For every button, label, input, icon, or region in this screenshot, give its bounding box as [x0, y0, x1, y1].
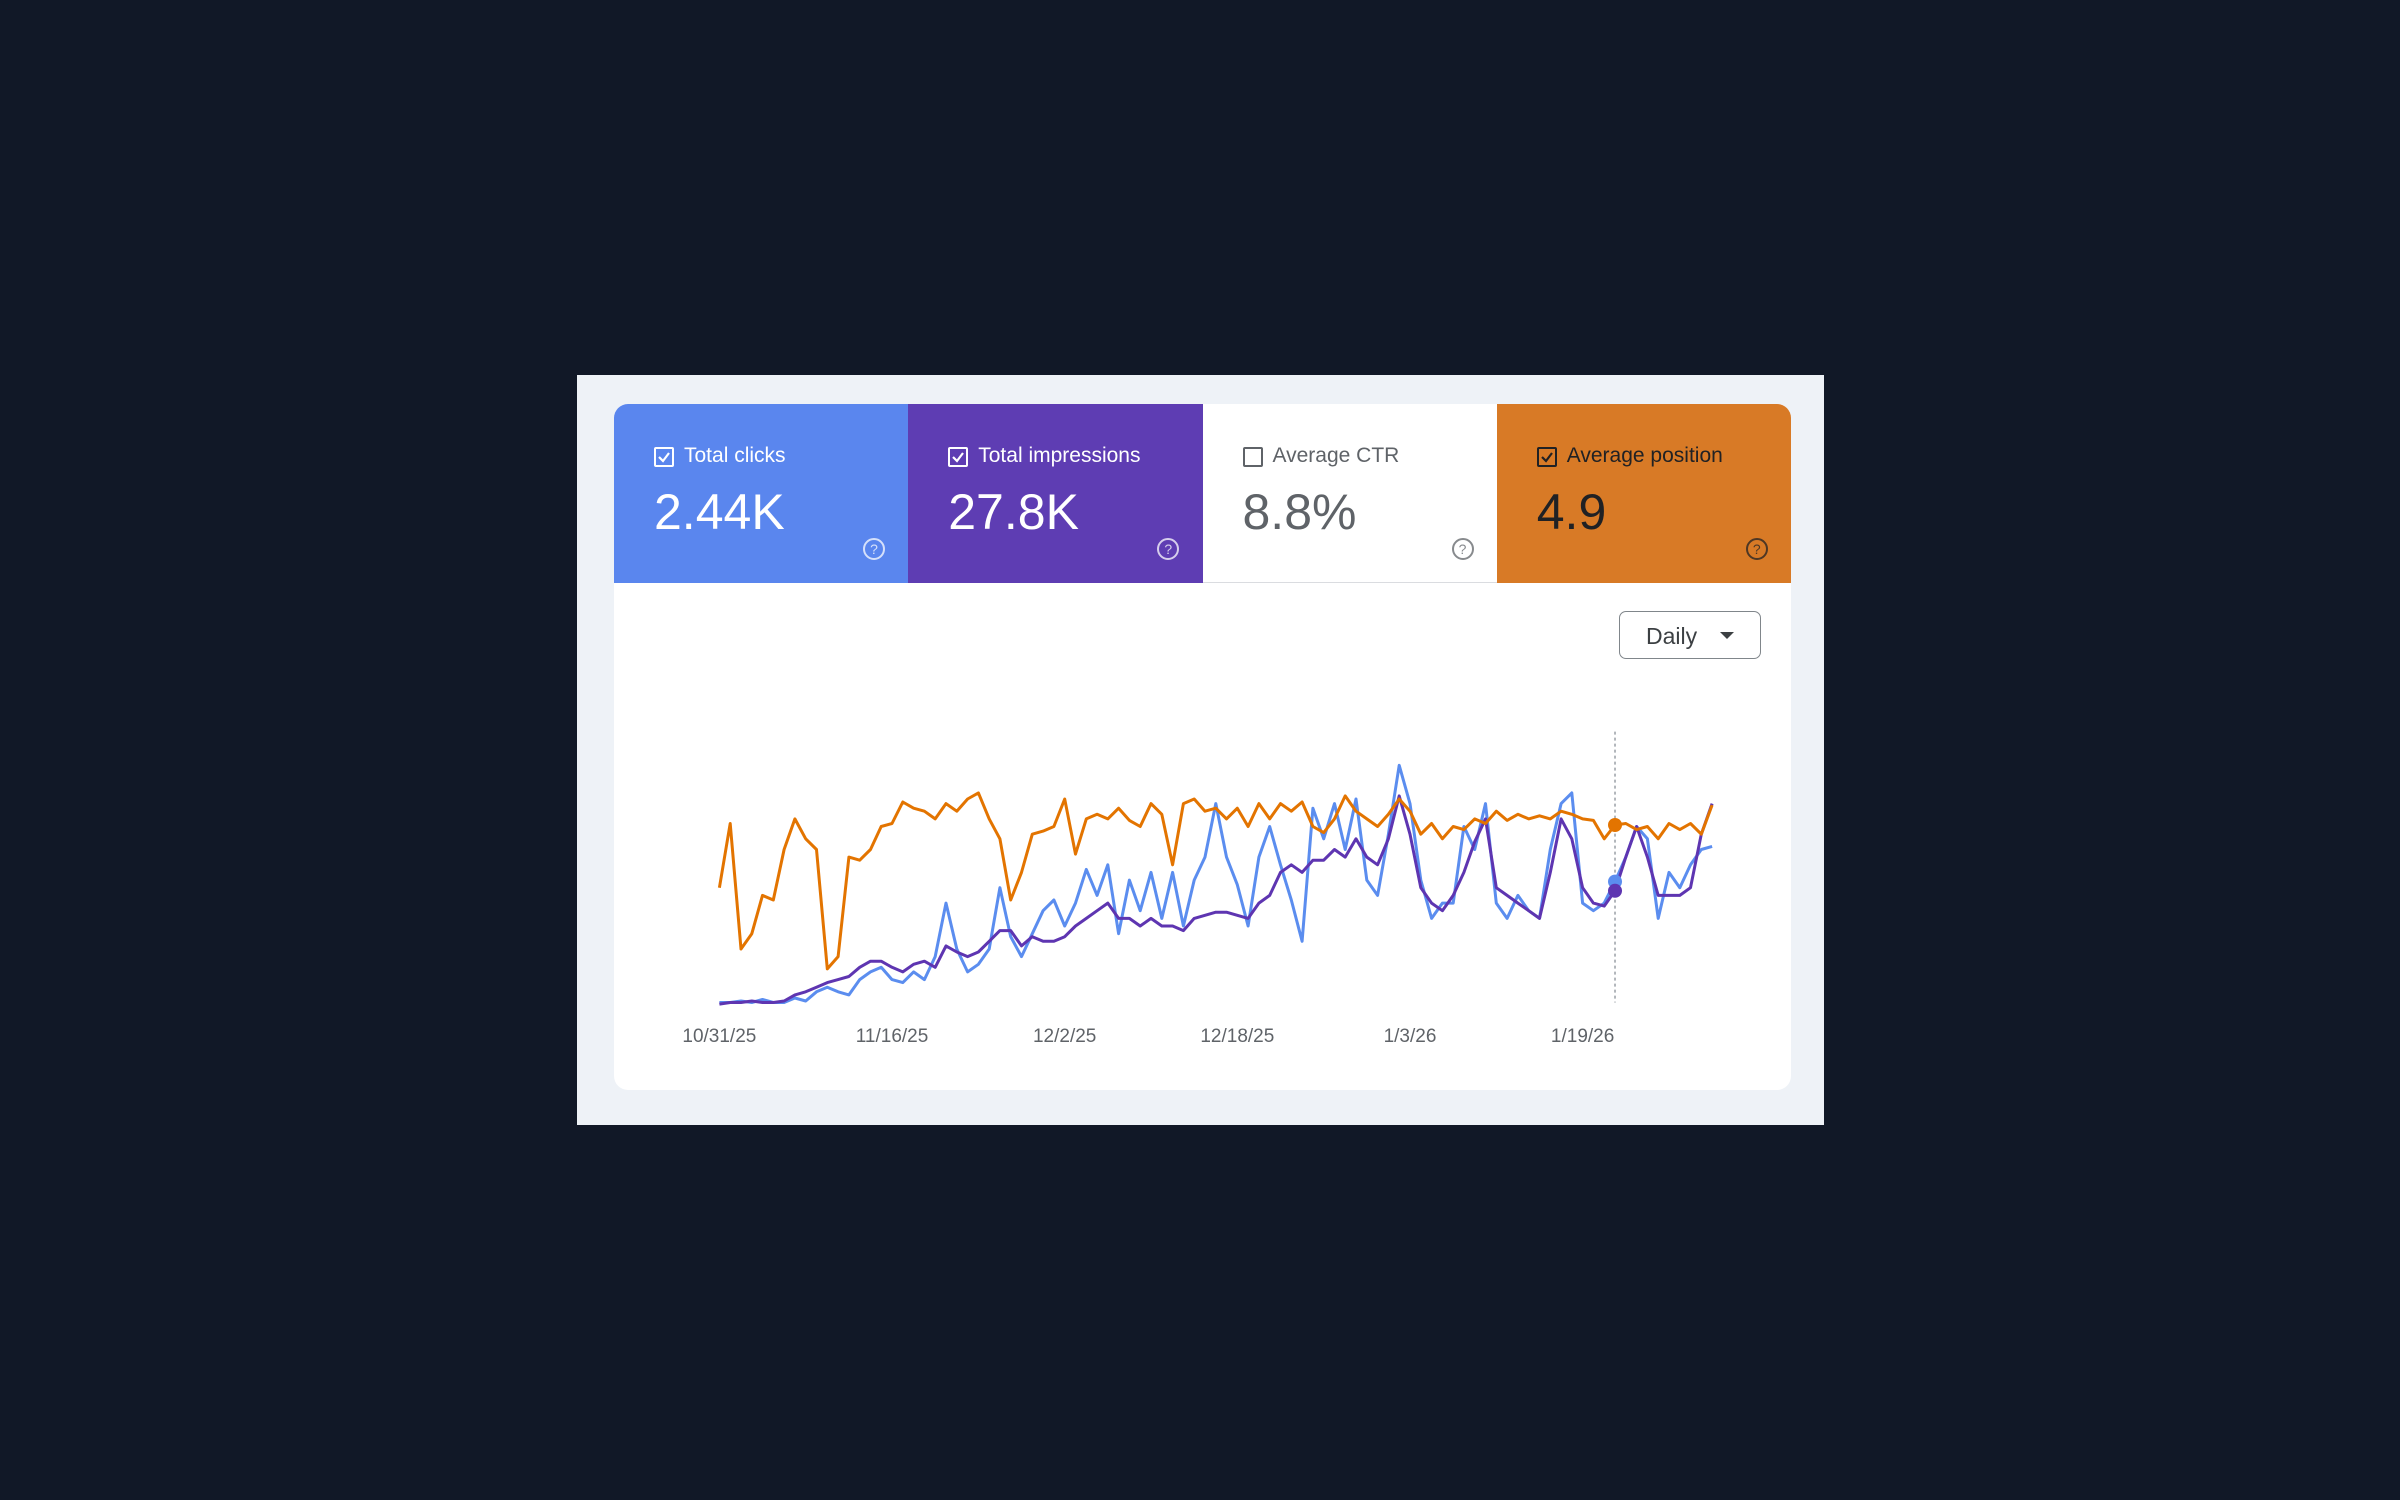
hover-dot: [1608, 817, 1623, 832]
x-tick-label: 1/19/26: [1551, 1026, 1614, 1047]
dropdown-arrow: [1720, 632, 1734, 639]
metric-value: 2.44K: [654, 484, 785, 540]
x-tick-label: 10/31/25: [682, 1026, 756, 1047]
series-line: [719, 794, 1714, 1006]
x-tick-label: 12/18/25: [1200, 1026, 1274, 1047]
metric-value: 8.8%: [1242, 484, 1357, 540]
x-tick-label: 1/3/26: [1384, 1026, 1437, 1047]
series-line: [719, 763, 1713, 1004]
checkbox[interactable]: [654, 447, 674, 467]
hover-dot: [1608, 883, 1623, 898]
help-icon[interactable]: ?: [1745, 538, 1768, 560]
range-label: Daily: [1646, 623, 1698, 649]
performance-card: Daily Total clicks 2.44K? Total impression…: [614, 404, 1791, 1090]
metric-value: 27.8K: [948, 484, 1079, 540]
series-line: [717, 791, 1714, 971]
range-dropdown[interactable]: Daily: [1619, 611, 1761, 659]
metric-tile[interactable]: Total impressions 27.8K?: [908, 404, 1203, 583]
metric-label: Average CTR: [1272, 444, 1400, 467]
metric-value: 4.9: [1536, 484, 1607, 540]
checkbox[interactable]: [1242, 447, 1263, 467]
metric-tile[interactable]: Average position 4.9?: [1496, 404, 1791, 583]
metric-label: Total clicks: [684, 444, 786, 467]
metric-label: Average position: [1566, 444, 1723, 467]
help-icon[interactable]: ?: [1451, 538, 1474, 560]
help-icon[interactable]: ?: [863, 538, 885, 560]
metric-tile[interactable]: Average CTR 8.8%?: [1202, 404, 1497, 583]
help-icon[interactable]: ?: [1157, 538, 1180, 560]
x-tick-label: 12/2/25: [1033, 1026, 1096, 1047]
checkbox[interactable]: [1536, 447, 1557, 467]
metric-label: Total impressions: [978, 444, 1141, 467]
metric-tile[interactable]: Total clicks 2.44K?: [614, 404, 909, 583]
x-tick-label: 11/16/25: [856, 1026, 929, 1047]
checkbox[interactable]: [948, 447, 969, 467]
